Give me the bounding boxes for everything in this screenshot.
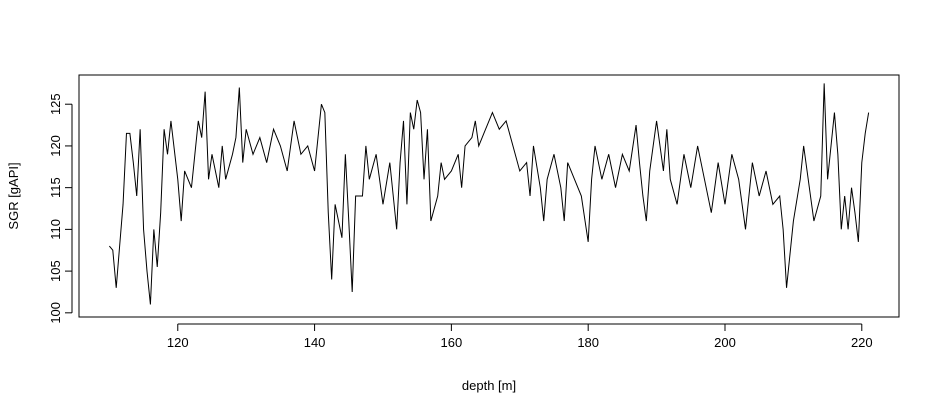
y-tick-label: 120 — [48, 135, 63, 157]
x-tick-label: 180 — [577, 335, 599, 350]
x-tick-label: 120 — [167, 335, 189, 350]
y-axis-label: SGR [gAPI] — [6, 162, 21, 229]
y-tick-label: 105 — [48, 260, 63, 282]
y-tick-label: 115 — [48, 177, 63, 198]
x-tick-label: 220 — [851, 335, 873, 350]
y-tick-label: 125 — [48, 93, 63, 115]
x-tick-label: 140 — [304, 335, 326, 350]
x-tick-label: 200 — [714, 335, 736, 350]
x-axis-label: depth [m] — [462, 378, 516, 393]
x-tick-label: 160 — [441, 335, 463, 350]
series-line — [108, 83, 870, 305]
y-tick-label: 110 — [48, 219, 63, 240]
plot-box — [78, 74, 900, 318]
y-tick-label: 100 — [48, 302, 63, 324]
